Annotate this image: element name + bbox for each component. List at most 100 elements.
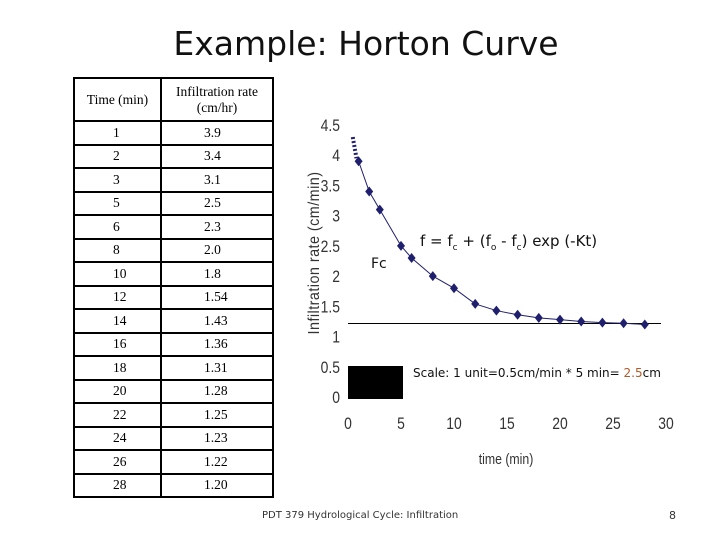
cell-time: 3 [73,167,162,193]
y-tick-label: 3 [332,207,340,226]
cell-rate: 1.43 [160,308,274,334]
y-tick-label: 2.5 [321,238,340,257]
data-point [513,309,522,320]
table-row: 26 1.22 [73,449,274,475]
data-point [640,319,649,330]
data-point [534,312,543,323]
extrapolation-dots [350,136,359,159]
cell-rate: 1.23 [160,425,274,451]
cell-time: 26 [73,449,162,475]
cell-rate: 1.31 [160,355,274,381]
cell-rate: 2.0 [160,237,274,263]
slide-title: Example: Horton Curve [173,24,559,63]
y-tick-label: 3.5 [321,177,340,196]
eq-suffix: ) exp (-Kt) [521,232,598,250]
data-point [354,156,363,167]
cell-time: 1 [73,120,162,146]
table-row: 6 2.3 [73,214,274,240]
table-row: 10 1.8 [73,261,274,287]
cell-time: 22 [73,402,162,428]
eq-mid-2: - f [496,232,517,250]
cell-rate: 1.22 [160,449,274,475]
cell-time: 16 [73,331,162,357]
table-row: 14 1.43 [73,308,274,334]
table-row: 2 3.4 [73,143,274,169]
cell-time: 10 [73,261,162,287]
cell-rate: 2.5 [160,190,274,216]
y-tick-label: 4 [332,147,340,166]
scale-value: 2.5 [623,366,643,380]
header-rate: Infiltration rate (cm/hr) [160,77,274,122]
y-tick-label: 0 [332,389,340,408]
cell-time: 14 [73,308,162,334]
cell-rate: 1.25 [160,402,274,428]
page-number: 8 [669,509,676,522]
eq-sub-c2: c [516,243,522,253]
data-point [450,283,458,294]
x-tick-label: 20 [552,415,568,434]
data-point [365,186,374,197]
cell-rate: 2.3 [160,214,274,240]
x-axis-title: time (min) [479,451,534,467]
table-row: 22 1.25 [73,402,274,428]
x-tick-label: 0 [344,415,352,434]
y-tick-label: 1.5 [321,298,340,317]
cell-time: 12 [73,284,162,310]
cell-time: 20 [73,378,162,404]
cell-rate: 3.4 [160,143,274,169]
y-axis-title: Infiltration rate (cm/min) [305,172,323,335]
cell-time: 2 [73,143,162,169]
cell-rate: 3.1 [160,167,274,193]
cell-rate: 1.28 [160,378,274,404]
table-body: 1 3.9 2 3.4 3 3.1 5 2.5 6 2.3 8 2.0 10 1.8 12 1.54 14 1.4… [73,120,274,498]
x-tick-label: 5 [397,415,405,434]
table-row: 8 2.0 [73,237,274,263]
horton-equation: f = fc + (fo - fc) exp (-Kt) [420,232,597,253]
table-row: 18 1.31 [73,355,274,381]
x-tick-label: 15 [499,415,514,434]
header-time: Time (min) [73,77,162,122]
eq-sub-o: o [490,243,497,253]
cell-time: 24 [73,425,162,451]
data-point [598,317,607,328]
x-tick-label: 25 [605,415,620,434]
scale-text: Scale: 1 unit=0.5cm/min * 5 min= [413,366,624,380]
data-point [397,240,405,251]
scale-box [348,366,403,399]
y-tick-label: 0.5 [321,359,340,378]
table-row: 3 3.1 [73,167,274,193]
data-point [619,318,628,329]
cell-time: 5 [73,190,162,216]
data-point [375,204,384,215]
data-point [428,271,437,282]
table-row: 1 3.9 [73,120,274,146]
eq-prefix: f = f [420,232,453,250]
table-row: 28 1.20 [73,472,274,498]
table-row: 12 1.54 [73,284,274,310]
slide-footer: PDT 379 Hydrological Cycle: Infiltration [262,510,459,521]
data-point [407,252,416,263]
data-point [556,314,564,325]
cell-rate: 1.54 [160,284,274,310]
cell-rate: 3.9 [160,120,274,146]
data-point [471,298,480,309]
cell-rate: 1.36 [160,331,274,357]
cell-time: 28 [73,472,162,498]
scale-unit: cm [642,366,661,380]
infiltration-table: Time (min) Infiltration rate (cm/hr) 1 3.… [73,77,274,498]
x-tick-label: 10 [446,415,462,434]
cell-time: 6 [73,214,162,240]
cell-time: 18 [73,355,162,381]
x-tick-label: 30 [658,415,674,434]
data-point [577,316,586,327]
scale-note: Scale: 1 unit=0.5cm/min * 5 min= 2.5cm [413,366,661,380]
table-row: 24 1.23 [73,425,274,451]
table-row: 16 1.36 [73,331,274,357]
cell-time: 8 [73,237,162,263]
horton-chart: 0 0.5 1 1.5 2 2.5 3 3.5 4 4.5 0 5 10 15 20 25 30 time (mi… [305,117,674,467]
cell-rate: 1.20 [160,472,274,498]
y-tick-label: 4.5 [321,117,340,136]
cell-rate: 1.8 [160,261,274,287]
eq-sub-c1: c [452,243,458,253]
table-header-row: Time (min) Infiltration rate (cm/hr) [73,77,274,122]
